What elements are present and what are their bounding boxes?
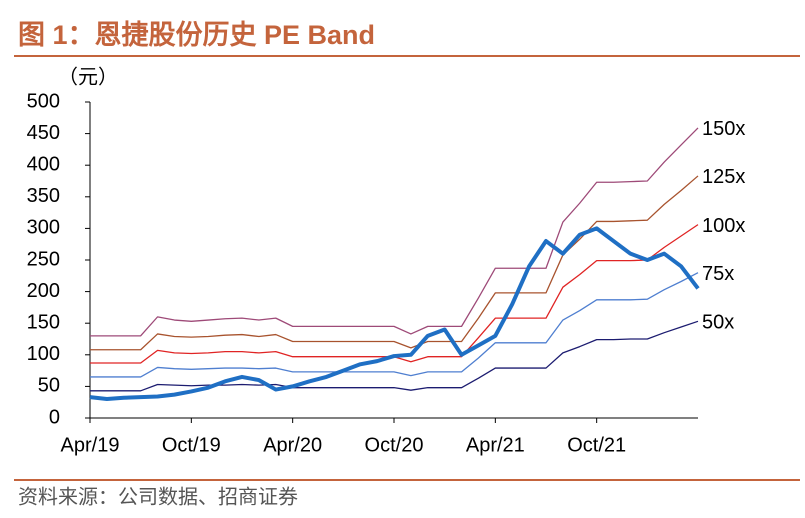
series-line — [90, 320, 699, 392]
y-tick-label: 150 — [27, 311, 60, 333]
chart-title: 图 1：恩捷股份历史 PE Band — [18, 20, 375, 50]
series-label: 125x — [702, 166, 745, 188]
y-tick-label: 450 — [27, 122, 60, 144]
y-tick-label: 250 — [27, 248, 60, 270]
series-line — [90, 272, 699, 378]
x-tick-label: Oct/21 — [567, 434, 626, 456]
x-tick-label: Apr/19 — [61, 434, 120, 456]
y-tick-label: 0 — [49, 406, 60, 428]
series-line — [90, 224, 699, 364]
y-tick-label: 350 — [27, 185, 60, 207]
y-axis-label: （元） — [58, 65, 118, 88]
series-label: 150x — [702, 118, 745, 140]
series-label: 75x — [702, 263, 734, 285]
series-line — [90, 175, 699, 351]
series-label: 50x — [702, 312, 734, 334]
x-tick-label: Apr/20 — [263, 434, 322, 456]
x-tick-label: Apr/21 — [466, 434, 525, 456]
x-tick-label: Oct/20 — [365, 434, 424, 456]
y-tick-label: 100 — [27, 343, 60, 365]
y-tick-label: 50 — [38, 375, 60, 397]
y-tick-label: 500 — [27, 90, 60, 112]
series-line — [90, 127, 699, 337]
x-tick-label: Oct/19 — [162, 434, 221, 456]
series-label: 100x — [702, 215, 745, 237]
y-tick-label: 400 — [27, 153, 60, 175]
y-tick-label: 300 — [27, 217, 60, 239]
source-note: 资料来源：公司数据、招商证券 — [18, 485, 298, 508]
y-tick-label: 200 — [27, 280, 60, 302]
series-line — [89, 226, 700, 402]
